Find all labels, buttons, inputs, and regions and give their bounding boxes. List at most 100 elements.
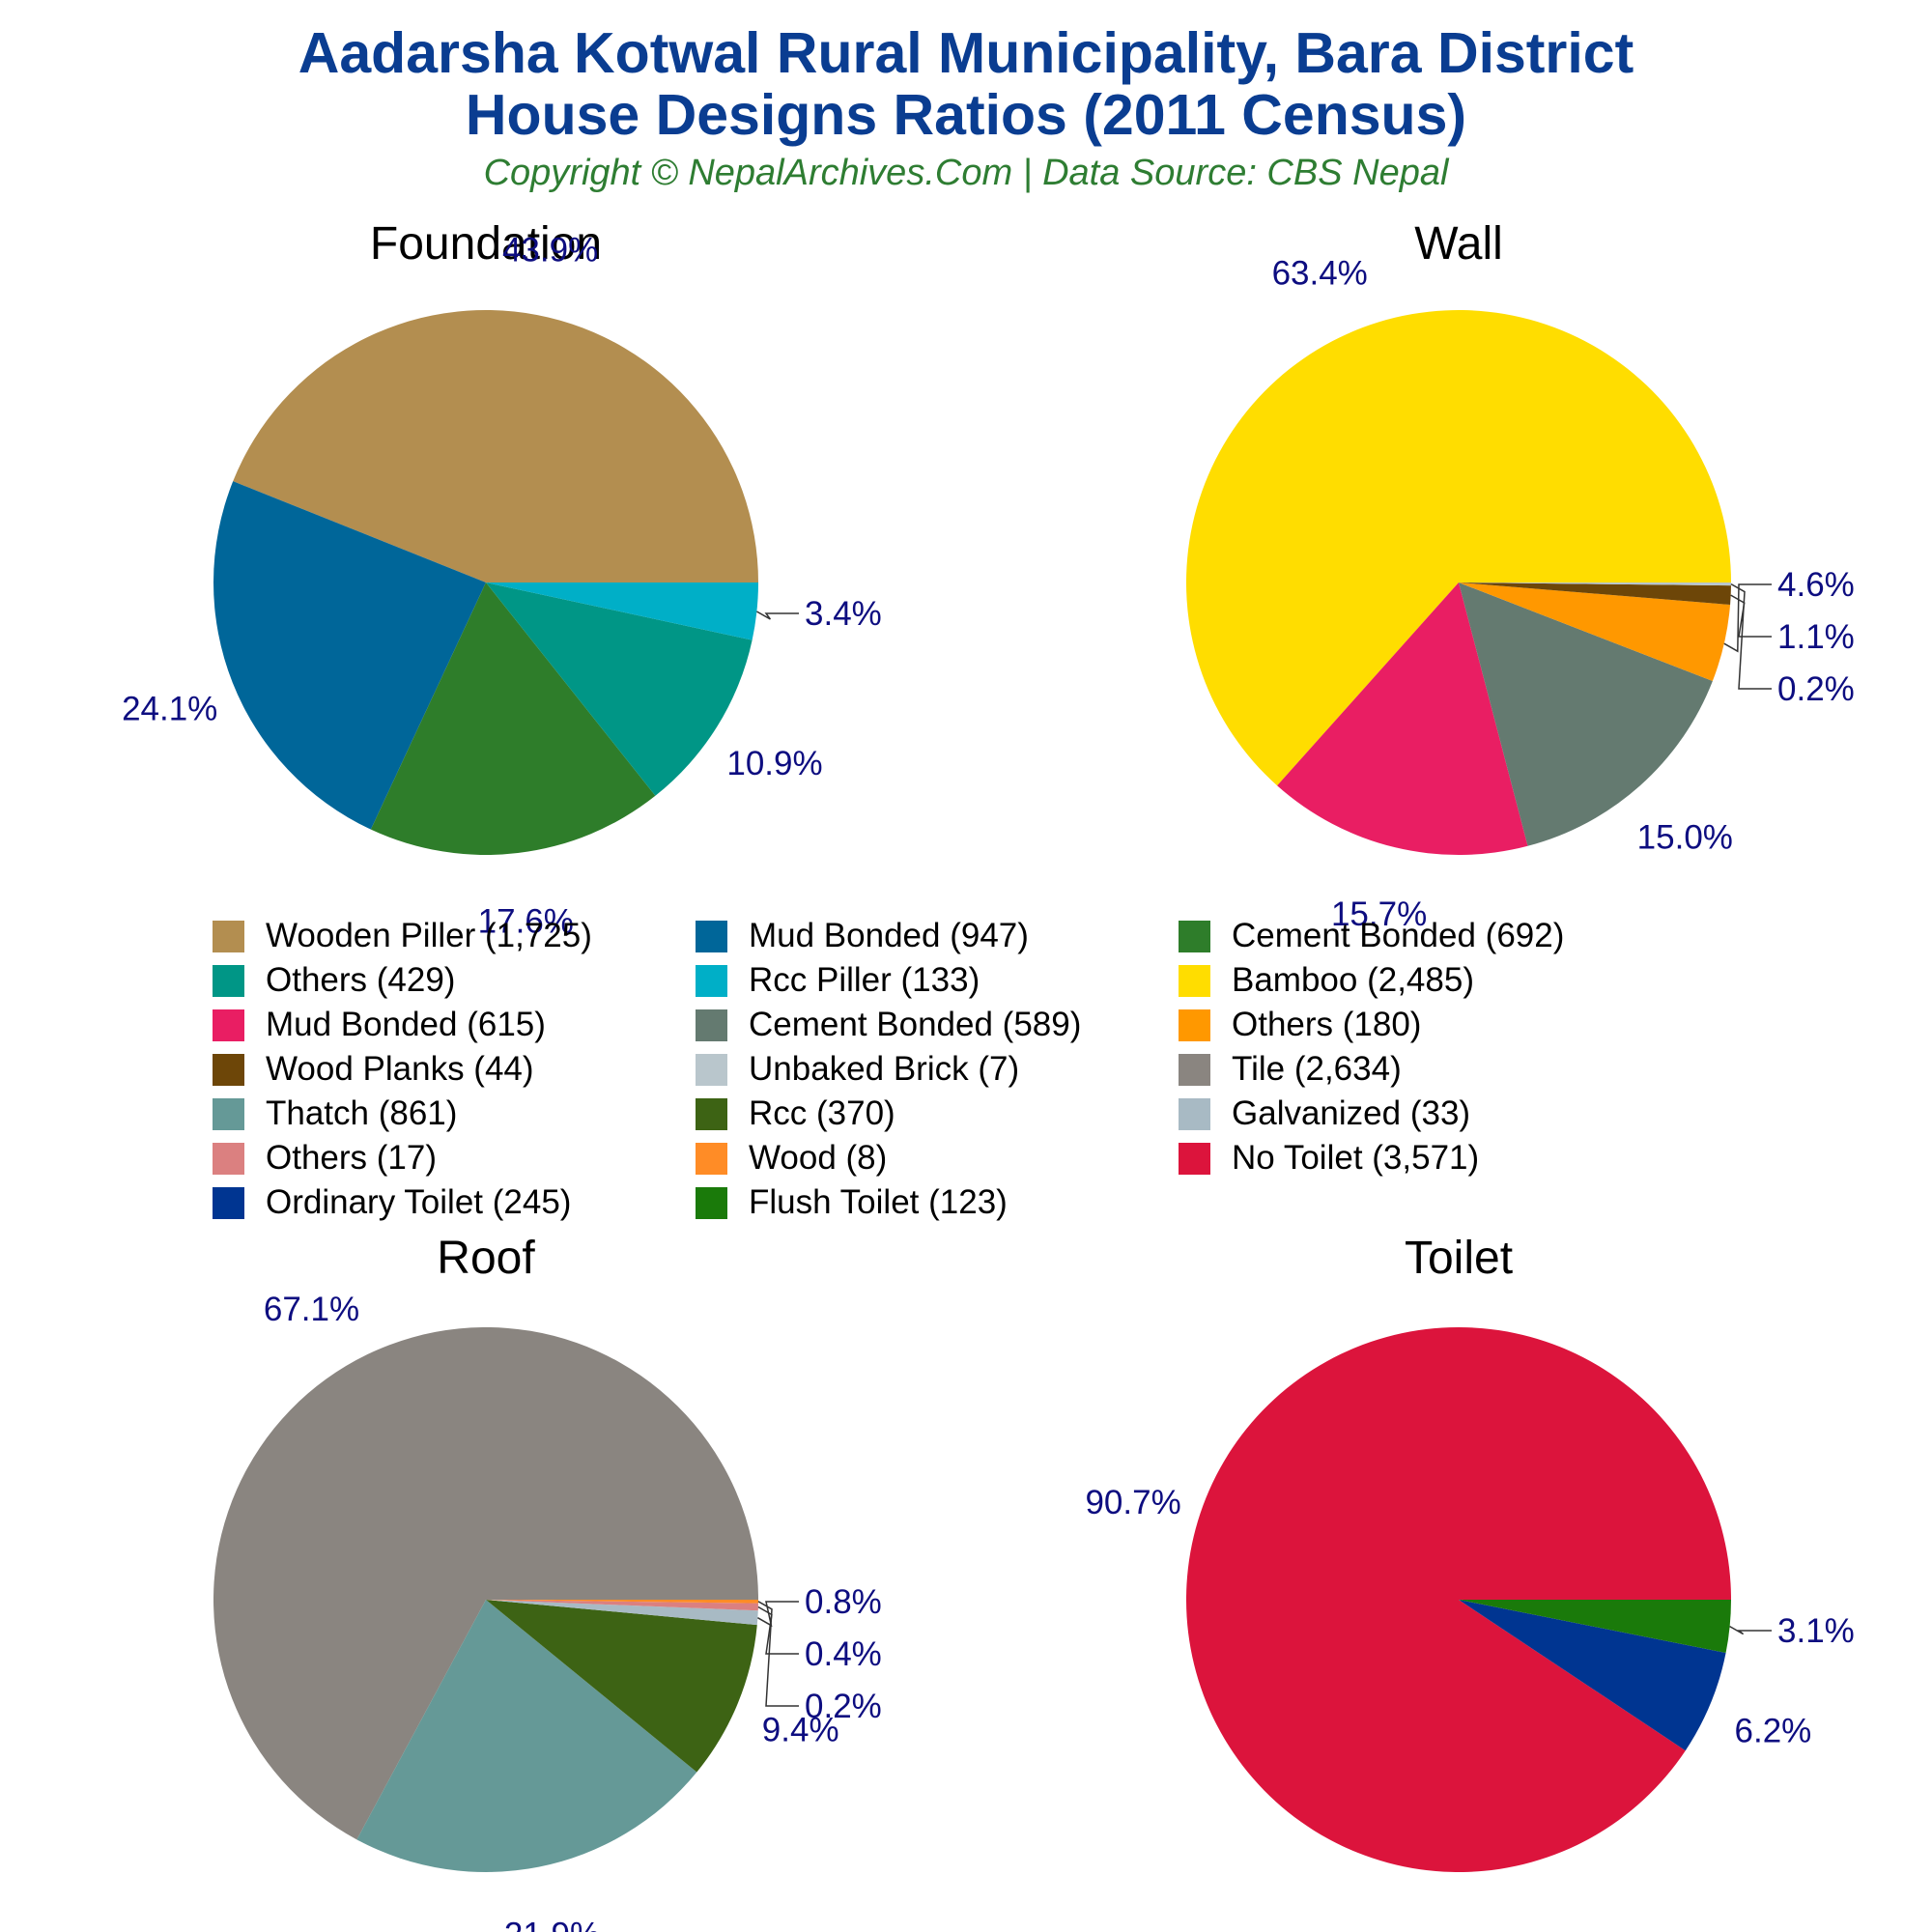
pie-title-wall: Wall bbox=[1414, 218, 1503, 270]
legend-item: Tile (2,634) bbox=[1179, 1049, 1402, 1090]
slice-foundation-others bbox=[486, 582, 753, 796]
legend-swatch bbox=[696, 964, 727, 997]
legend-label: Cement Bonded (589) bbox=[749, 1006, 1082, 1043]
percent-label-foundation-others: 10.9% bbox=[726, 745, 822, 782]
slice-wall-wood-planks bbox=[1459, 582, 1731, 606]
legend-swatch bbox=[213, 1053, 244, 1086]
percent-label-wall-wood-planks: 1.1% bbox=[1777, 618, 1855, 656]
legend-swatch bbox=[1179, 1053, 1210, 1086]
legend-item: Rcc (370) bbox=[696, 1094, 895, 1134]
percent-label-toilet-no-toilet: 90.7% bbox=[1085, 1484, 1180, 1521]
percent-label-foundation-rcc-piller: 3.4% bbox=[805, 595, 882, 633]
leader-line-roof-wood bbox=[757, 1601, 799, 1707]
slice-toilet-flush-toilet bbox=[1459, 1600, 1731, 1653]
chart-title-line2: House Designs Ratios (2011 Census) bbox=[465, 83, 1467, 147]
legend-label: Mud Bonded (615) bbox=[266, 1006, 546, 1043]
legend-label: Rcc (370) bbox=[749, 1094, 895, 1132]
legend-label: Rcc Piller (133) bbox=[749, 961, 980, 999]
legend-item: Cement Bonded (589) bbox=[696, 1005, 1081, 1045]
legend-label: Mud Bonded (947) bbox=[749, 917, 1029, 954]
legend-swatch bbox=[213, 1186, 244, 1219]
slice-toilet-ordinary-toilet bbox=[1459, 1600, 1726, 1751]
leader-line-wall-unbaked-brick bbox=[1730, 582, 1772, 690]
percent-label-wall-others: 4.6% bbox=[1777, 566, 1855, 604]
slice-roof-galvanized bbox=[486, 1600, 758, 1626]
leader-line-toilet-flush-toilet bbox=[1729, 1625, 1772, 1635]
percent-label-roof-thatch: 21.9% bbox=[504, 1916, 600, 1932]
percent-label-roof-tile: 67.1% bbox=[264, 1291, 359, 1328]
percent-label-foundation-cement-bonded: 17.6% bbox=[478, 903, 574, 941]
slice-wall-others bbox=[1459, 582, 1731, 682]
slice-foundation-rcc-piller bbox=[486, 582, 758, 640]
legend-swatch bbox=[696, 1053, 727, 1086]
percent-label-toilet-flush-toilet: 3.1% bbox=[1777, 1612, 1855, 1650]
legend-label: No Toilet (3,571) bbox=[1232, 1139, 1480, 1177]
chart-subtitle: Copyright © NepalArchives.Com | Data Sou… bbox=[483, 153, 1449, 193]
legend-label: Wood (8) bbox=[749, 1139, 888, 1177]
legend-swatch bbox=[213, 1009, 244, 1041]
legend-item: Thatch (861) bbox=[213, 1094, 457, 1134]
legend-swatch bbox=[1179, 1097, 1210, 1130]
slice-roof-others bbox=[486, 1600, 758, 1611]
slice-toilet-no-toilet bbox=[1185, 1326, 1731, 1872]
legend-swatch bbox=[696, 1097, 727, 1130]
legend-label: Bamboo (2,485) bbox=[1232, 961, 1474, 999]
percent-label-roof-others: 0.4% bbox=[805, 1635, 882, 1673]
legend-swatch bbox=[213, 920, 244, 952]
legend-item: Wood (8) bbox=[696, 1138, 887, 1179]
legend-swatch bbox=[1179, 1009, 1210, 1041]
leader-line-foundation-rcc-piller bbox=[756, 611, 799, 620]
legend-label: Unbaked Brick (7) bbox=[749, 1050, 1020, 1088]
percent-label-roof-rcc: 9.4% bbox=[762, 1712, 839, 1749]
legend-label: Wood Planks (44) bbox=[266, 1050, 534, 1088]
leader-line-wall-wood-planks bbox=[1730, 594, 1772, 638]
legend-item: Flush Toilet (123) bbox=[696, 1182, 1008, 1223]
pie-wall: Wall 63.4% 15.7% 15.0% 4.6% 1.1% 0.2% bbox=[1185, 218, 1855, 933]
legend-item: Cement Bonded (692) bbox=[1179, 916, 1564, 956]
slice-roof-tile bbox=[213, 1326, 758, 1840]
slice-roof-rcc bbox=[486, 1600, 757, 1773]
pie-title-roof: Roof bbox=[437, 1233, 535, 1284]
legend-label: Others (180) bbox=[1232, 1006, 1422, 1043]
legend-swatch bbox=[1179, 964, 1210, 997]
percent-label-wall-mud-bonded: 15.7% bbox=[1331, 895, 1427, 933]
legend-label: Flush Toilet (123) bbox=[749, 1183, 1008, 1221]
slice-foundation-cement-bonded bbox=[370, 582, 656, 856]
legend-item: Wood Planks (44) bbox=[213, 1049, 534, 1090]
pie-title-foundation: Foundation bbox=[370, 218, 602, 270]
legend-item: Rcc Piller (133) bbox=[696, 960, 980, 1001]
slice-wall-cement-bonded bbox=[1459, 582, 1713, 846]
legend-label: Galvanized (33) bbox=[1232, 1094, 1471, 1132]
legend-label: Tile (2,634) bbox=[1232, 1050, 1402, 1088]
legend-label: Ordinary Toilet (245) bbox=[266, 1183, 572, 1221]
slice-roof-wood bbox=[486, 1600, 759, 1604]
legend-label: Cement Bonded (692) bbox=[1232, 917, 1565, 954]
legend-item: Wooden Piller (1,725) bbox=[213, 916, 592, 956]
slice-foundation-wooden-piller bbox=[233, 310, 758, 582]
slice-wall-unbaked-brick bbox=[1459, 582, 1731, 586]
legend-label: Others (17) bbox=[266, 1139, 437, 1177]
legend-item: Bamboo (2,485) bbox=[1179, 960, 1474, 1001]
legend-label: Others (429) bbox=[266, 961, 456, 999]
legend-item: No Toilet (3,571) bbox=[1179, 1138, 1479, 1179]
leader-line-roof-others bbox=[757, 1605, 799, 1655]
legend-swatch bbox=[696, 1142, 727, 1175]
percent-label-wall-bamboo: 63.4% bbox=[1272, 255, 1368, 293]
slice-roof-thatch bbox=[356, 1600, 697, 1872]
legend-item: Galvanized (33) bbox=[1179, 1094, 1470, 1134]
percent-label-toilet-ordinary-toilet: 6.2% bbox=[1735, 1712, 1812, 1749]
legend-swatch bbox=[213, 1142, 244, 1175]
legend-swatch bbox=[696, 1009, 727, 1041]
leader-line-wall-others bbox=[1723, 583, 1772, 653]
slice-wall-mud-bonded bbox=[1277, 582, 1528, 856]
legend-swatch bbox=[1179, 1142, 1210, 1175]
legend-item: Others (17) bbox=[213, 1138, 437, 1179]
slice-wall-bamboo bbox=[1185, 309, 1732, 786]
percent-label-roof-galvanized: 0.8% bbox=[805, 1583, 882, 1621]
legend-item: Unbaked Brick (7) bbox=[696, 1049, 1019, 1090]
percent-label-roof-wood: 0.2% bbox=[805, 1688, 882, 1725]
legend-item: Others (429) bbox=[213, 960, 455, 1001]
percent-label-foundation-mud-bonded: 24.1% bbox=[122, 691, 217, 728]
